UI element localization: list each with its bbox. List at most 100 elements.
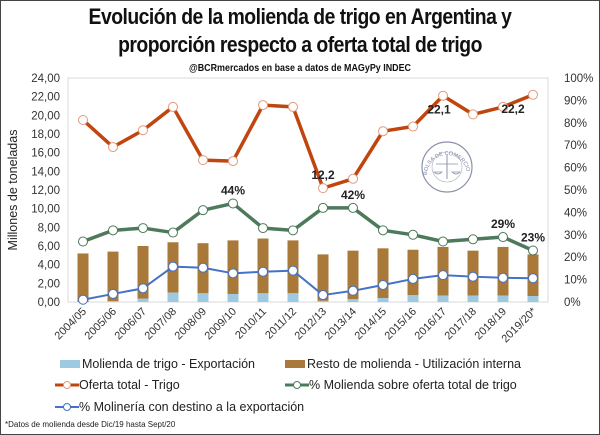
x-tick-label: 2007/08 — [143, 306, 180, 343]
pct-export-point — [378, 279, 388, 290]
y-tick-label: 18,00 — [31, 129, 60, 141]
chart-title-line2: proporción respecto a oferta total de tr… — [118, 32, 482, 57]
chart-title-line1: Evolución de la molienda de trigo en Arg… — [88, 4, 512, 29]
bar-export — [257, 293, 269, 302]
pct-export-point — [228, 268, 238, 279]
x-tick-label: 2017/18 — [443, 306, 480, 343]
y2-tick-label: 80% — [564, 118, 587, 130]
oferta-point — [198, 155, 208, 166]
y2-tick-label: 20% — [564, 252, 587, 264]
chart-subtitle: @BCRmercados en base a datos de MAGyPy I… — [189, 62, 411, 74]
pct-molienda-line — [82, 201, 534, 253]
legend-item-internal: Resto de molienda - Utilización interna — [285, 357, 521, 371]
x-tick-label: 2016/17 — [413, 306, 450, 343]
y-tick-label: 12,00 — [31, 185, 60, 197]
x-tick-label: 2010/11 — [233, 306, 269, 342]
x-tick-label: 2009/10 — [203, 306, 240, 343]
oferta-point — [288, 101, 298, 112]
oferta-point — [438, 90, 448, 101]
bar-export — [317, 300, 329, 302]
y2-tick-label: 50% — [564, 185, 587, 197]
pct-export-point — [258, 266, 268, 277]
legend-swatch-export — [60, 360, 80, 368]
x-tick-label: 2008/09 — [173, 306, 210, 343]
legend-item-export: Molienda de trigo - Exportación — [60, 357, 255, 371]
oferta-point — [528, 89, 538, 100]
y2-tick-label: 10% — [564, 275, 587, 287]
oferta-point — [108, 142, 118, 153]
x-tick-label: 2015/16 — [383, 306, 420, 343]
pct-molienda-point — [438, 236, 448, 247]
plot-area — [67, 77, 549, 303]
y-tick-label: 0,00 — [38, 297, 60, 309]
bar-internal — [77, 253, 89, 302]
data-label: 23% — [521, 230, 545, 244]
data-label: 22,1 — [427, 103, 451, 117]
oferta-line — [81, 93, 534, 190]
pct-export-point — [198, 262, 208, 273]
bar-export — [287, 293, 299, 302]
oferta-point — [468, 109, 478, 120]
y-tick-label: 16,00 — [31, 148, 60, 160]
legend-label-internal: Resto de molienda - Utilización interna — [307, 357, 521, 371]
y2-tick-label: 90% — [564, 95, 587, 107]
data-label: 42% — [341, 188, 365, 202]
data-label: 44% — [221, 183, 245, 197]
bar-export — [497, 295, 509, 302]
oferta-point — [78, 115, 88, 125]
bar-internal — [137, 246, 149, 299]
bar-export — [527, 296, 539, 302]
y-tick-label: 4,00 — [38, 260, 60, 272]
bar-export — [107, 301, 119, 302]
y2-tick-label: 70% — [564, 140, 587, 152]
y-tick-label: 24,00 — [31, 73, 60, 85]
bar-export — [407, 295, 419, 302]
y2-tick-label: 60% — [564, 163, 587, 175]
oferta-point — [498, 101, 508, 112]
y-tick-label: 22,00 — [31, 92, 60, 104]
pct-molienda-point — [78, 236, 88, 247]
pct-molienda-point — [108, 225, 118, 236]
pct-export-point — [528, 273, 538, 284]
y-tick-label: 6,00 — [38, 241, 60, 253]
y2-tick-label: 40% — [564, 207, 587, 219]
bar-export — [137, 298, 149, 302]
oferta-point — [168, 101, 178, 112]
bar-internal — [347, 250, 359, 300]
y-tick-label: 10,00 — [31, 204, 60, 216]
pct-molienda-point — [138, 223, 148, 234]
pct-export-point — [318, 290, 328, 301]
y-tick-label: 8,00 — [38, 222, 60, 234]
pct-export-point — [288, 265, 298, 276]
y-tick-label: 14,00 — [31, 166, 60, 178]
x-tick-label: 2005/06 — [83, 306, 120, 343]
pct-export-point — [168, 261, 178, 272]
pct-export-point — [498, 272, 508, 283]
legend-label-oferta: Oferta total - Trigo — [79, 378, 180, 392]
pct-export-line — [82, 265, 534, 301]
legend-marker-pct-export — [55, 403, 79, 411]
bar-internal — [407, 249, 419, 295]
bar-export — [437, 295, 449, 302]
oferta-point — [318, 183, 328, 194]
pct-molienda-point — [408, 229, 418, 240]
pct-export-point — [138, 283, 148, 294]
pct-molienda-point — [258, 223, 268, 234]
pct-export-point — [348, 285, 358, 296]
seal-scale-right — [451, 171, 461, 175]
oferta-point — [228, 156, 238, 167]
legend-marker-oferta — [55, 381, 79, 389]
bar-export — [377, 297, 389, 302]
legend-item-pct-molienda: % Molienda sobre oferta total de trigo — [285, 378, 517, 392]
oferta-point — [408, 121, 418, 132]
bar-export — [197, 293, 209, 302]
bar-internal — [257, 238, 269, 294]
pct-molienda-point — [288, 225, 298, 236]
x-tick-label: 2012/13 — [293, 306, 330, 343]
x-tick-label: 2013/14 — [323, 306, 360, 343]
bar-export — [467, 295, 479, 302]
x-tick-label: 2006/07 — [113, 306, 150, 343]
pct-export-point — [468, 271, 478, 282]
x-tick-label: 2014/15 — [353, 306, 390, 343]
